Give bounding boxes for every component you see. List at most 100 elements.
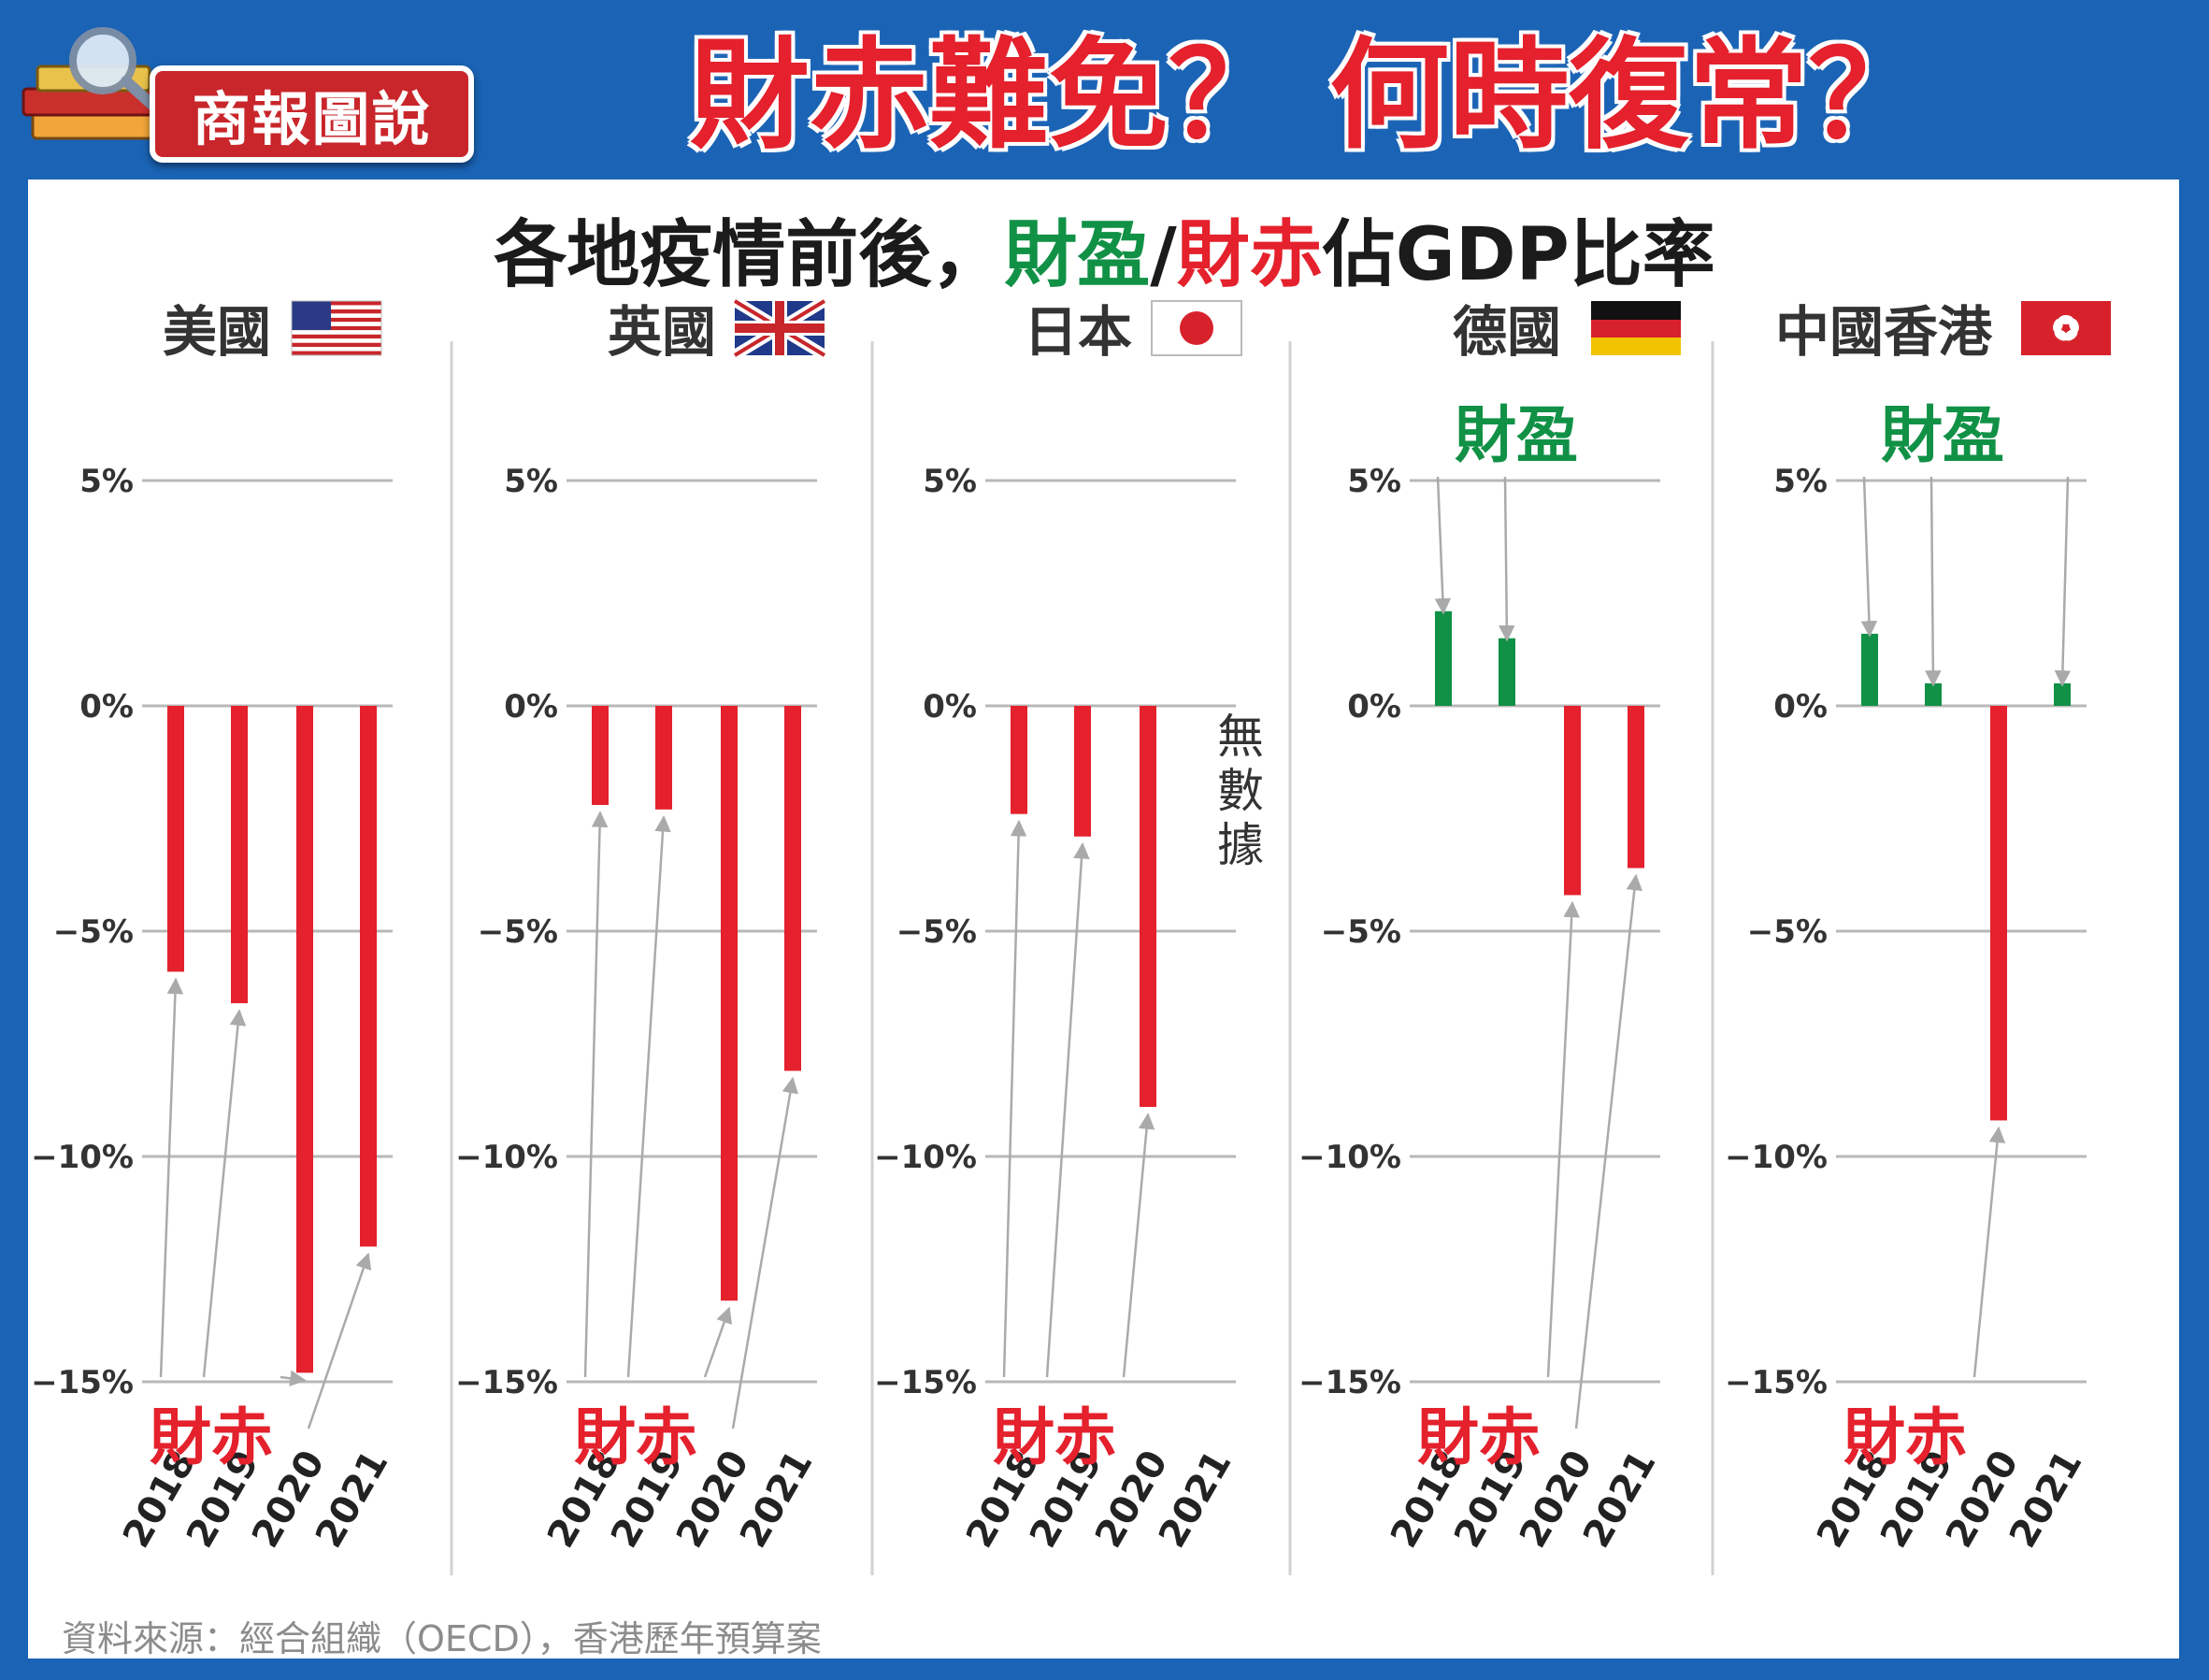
- us-flag-icon: [292, 305, 381, 309]
- us-flag-icon: [292, 351, 381, 355]
- deficit-arrow: [1546, 900, 1580, 1378]
- deficit-bar: [592, 706, 609, 806]
- surplus-bar: [1861, 633, 1878, 706]
- deficit-bar: [1140, 706, 1156, 1107]
- no-data-label: 數: [1217, 764, 1264, 818]
- surplus-arrow: [1925, 476, 1942, 687]
- deficit-bar: [655, 706, 672, 810]
- surplus-arrow: [1499, 476, 1515, 642]
- deficit-bar: [167, 706, 184, 972]
- deficit-arrow: [159, 977, 184, 1378]
- deficit-label: 財赤: [150, 1401, 273, 1473]
- us-flag-icon: [292, 325, 381, 331]
- deficit-bar: [1564, 706, 1581, 896]
- y-tick-label: 0%: [504, 688, 558, 725]
- y-tick-label: −5%: [53, 913, 134, 951]
- japan-flag-icon: [1180, 311, 1213, 345]
- y-tick-label: 0%: [923, 688, 977, 725]
- panel-title: 德國: [1453, 300, 1561, 364]
- deficit-bar: [231, 706, 248, 1004]
- surplus-bar: [1925, 682, 1942, 706]
- y-tick-label: −15%: [874, 1364, 977, 1401]
- deficit-arrow: [307, 1252, 372, 1429]
- us-flag-icon: [292, 322, 381, 326]
- us-flag-icon: [292, 342, 381, 348]
- subtitle-suffix: 佔GDP比率: [1322, 213, 1715, 297]
- y-tick-label: 0%: [1773, 688, 1828, 725]
- deficit-bar: [296, 706, 313, 1373]
- us-flag-icon: [292, 334, 381, 339]
- deficit-bar: [784, 706, 801, 1071]
- deficit-label: 財赤: [574, 1401, 697, 1473]
- us-flag-icon: [292, 317, 381, 323]
- deficit-arrow: [1045, 842, 1090, 1378]
- y-tick-label: 5%: [923, 463, 977, 500]
- us-flag-icon: [292, 330, 381, 335]
- hongkong-flag-icon: [2021, 301, 2111, 355]
- deficit-arrow: [1972, 1126, 2006, 1378]
- subtitle-surplus: 財盈: [1004, 213, 1151, 297]
- panel-title: 日本: [1024, 300, 1132, 364]
- deficit-bar: [721, 706, 738, 1301]
- chart-subtitle: 各地疫情前後，財盈/財赤佔GDP比率: [0, 196, 2209, 301]
- main-title: 財赤難免？ 何時復常？: [688, 24, 1930, 167]
- deficit-bar: [1990, 706, 2007, 1121]
- section-badge: 商報圖說: [150, 65, 474, 163]
- deficit-label: 財赤: [993, 1401, 1116, 1473]
- y-tick-label: −5%: [897, 913, 977, 951]
- deficit-arrow: [1002, 819, 1027, 1378]
- y-tick-label: −5%: [1747, 913, 1828, 951]
- subtitle-prefix: 各地疫情前後，: [494, 213, 1005, 297]
- subtitle-slash: /: [1150, 213, 1177, 297]
- deficit-arrow: [1574, 873, 1643, 1429]
- source-note: 資料來源：經合組織（OECD），香港歷年預算案: [62, 1618, 822, 1659]
- us-flag-icon: [292, 313, 381, 318]
- y-tick-label: −5%: [1321, 913, 1401, 951]
- surplus-arrow: [1434, 476, 1452, 615]
- deficit-bar: [1074, 706, 1091, 837]
- panel-title: 英國: [608, 300, 716, 364]
- header-bar: 商報圖說 財赤難免？ 何時復常？: [0, 0, 2209, 178]
- y-tick-label: 5%: [79, 463, 134, 500]
- y-tick-label: −10%: [31, 1139, 134, 1176]
- us-flag-icon: [292, 338, 381, 343]
- surplus-bar: [2054, 682, 2071, 706]
- no-data-label: 無: [1217, 710, 1264, 764]
- deficit-label: 財赤: [1417, 1401, 1541, 1473]
- us-flag-icon: [292, 301, 331, 330]
- deficit-label: 財赤: [1843, 1401, 1967, 1473]
- panel-title: 中國香港: [1775, 300, 1993, 364]
- uk-flag-icon: [735, 323, 825, 333]
- surplus-arrow: [1860, 476, 1878, 638]
- no-data-label: 據: [1217, 818, 1264, 872]
- surplus-bar: [1435, 610, 1452, 706]
- subtitle-deficit: 財赤: [1176, 213, 1323, 297]
- y-tick-label: −10%: [455, 1139, 558, 1176]
- hongkong-flag-icon: [2053, 318, 2063, 333]
- y-tick-label: 0%: [1347, 688, 1401, 725]
- y-tick-label: −15%: [455, 1364, 558, 1401]
- deficit-arrow: [202, 1009, 247, 1378]
- y-tick-label: −10%: [874, 1139, 977, 1176]
- chart-panel: [28, 179, 2179, 1658]
- y-tick-label: 5%: [504, 463, 558, 500]
- deficit-arrow: [280, 1370, 307, 1387]
- deficit-bar: [1628, 706, 1644, 869]
- y-tick-label: −15%: [31, 1364, 134, 1401]
- deficit-arrow: [1122, 1113, 1155, 1378]
- panel-title: 美國: [163, 300, 271, 364]
- germany-flag-icon: [1591, 337, 1681, 355]
- y-tick-label: −15%: [1725, 1364, 1828, 1401]
- deficit-bar: [1011, 706, 1027, 814]
- y-tick-label: −10%: [1725, 1139, 1828, 1176]
- y-tick-label: 0%: [79, 688, 134, 725]
- hongkong-flag-icon: [2069, 318, 2079, 333]
- us-flag-icon: [291, 300, 382, 356]
- y-tick-label: −10%: [1298, 1139, 1401, 1176]
- deficit-arrow: [703, 1306, 733, 1378]
- y-tick-label: 5%: [1773, 463, 1828, 500]
- y-tick-label: −5%: [478, 913, 558, 951]
- us-flag-icon: [292, 309, 381, 314]
